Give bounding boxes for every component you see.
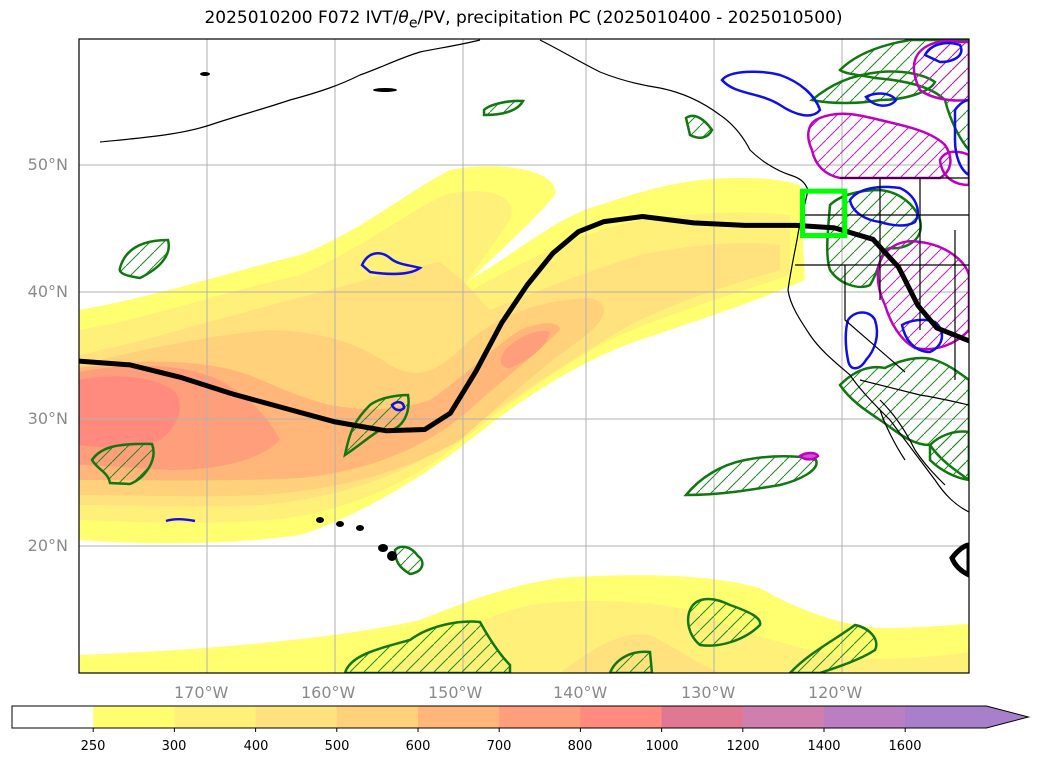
theta-e-contour bbox=[165, 517, 196, 523]
island bbox=[356, 525, 364, 531]
lon-tick-130w: 130°W bbox=[681, 683, 736, 702]
precip-contour bbox=[90, 442, 155, 486]
colorbar-segment bbox=[661, 706, 744, 728]
precip-contour bbox=[393, 545, 424, 576]
colorbar-segment bbox=[93, 706, 175, 728]
precip-contour bbox=[683, 455, 818, 497]
colorbar-outline bbox=[11, 705, 1031, 729]
colorbar-tick-500: 500 bbox=[324, 739, 350, 754]
north-america-west-coast bbox=[787, 189, 969, 513]
colorbar-under-segment bbox=[12, 706, 94, 728]
theta-e-contour bbox=[923, 41, 963, 64]
target-region-box bbox=[800, 188, 848, 239]
colorbar-tick-300: 300 bbox=[161, 739, 187, 754]
theta-e-contours bbox=[165, 41, 969, 523]
colorbar-segment bbox=[499, 706, 581, 728]
island bbox=[378, 544, 388, 552]
alaska-south-coast bbox=[539, 39, 809, 191]
state-border bbox=[844, 265, 906, 373]
theta-e-contour bbox=[844, 311, 879, 370]
colorbar-tick-700: 700 bbox=[486, 739, 512, 754]
colorbar-tick-800: 800 bbox=[567, 739, 593, 754]
theta-e-contour bbox=[360, 252, 423, 276]
colorbar-tick-400: 400 bbox=[243, 739, 269, 754]
island bbox=[200, 72, 210, 76]
lat-tick-20: 20°N bbox=[27, 536, 68, 555]
lat-tick-30: 30°N bbox=[27, 409, 68, 428]
theta-e-contour bbox=[390, 400, 406, 412]
lat-tick-40: 40°N bbox=[27, 282, 68, 301]
colorbar-tick-1200: 1200 bbox=[726, 739, 760, 754]
figure-title: 2025010200 F072 IVT/θe/PV, precipitation… bbox=[204, 8, 843, 32]
precip-contour bbox=[928, 430, 969, 482]
colorbar-segment bbox=[336, 706, 419, 728]
colorbar-tick-1600: 1600 bbox=[888, 739, 922, 754]
map-area bbox=[79, 39, 969, 673]
jet-axis-line bbox=[79, 214, 969, 434]
lon-tick-140w: 140°W bbox=[553, 683, 608, 702]
colorbar-tick-1000: 1000 bbox=[645, 739, 679, 754]
colorbar-segment bbox=[580, 706, 663, 728]
pv-contour bbox=[938, 150, 969, 187]
ivt-700-contour bbox=[500, 330, 550, 368]
island bbox=[373, 88, 397, 92]
island bbox=[387, 551, 397, 561]
lat-tick-50: 50°N bbox=[27, 155, 68, 174]
colorbar-tick-600: 600 bbox=[405, 739, 431, 754]
colorbar-tick-250: 250 bbox=[80, 739, 106, 754]
theta-e-contour bbox=[848, 185, 919, 227]
pv-contour bbox=[807, 112, 952, 180]
theta-e-contour bbox=[953, 98, 969, 177]
colorbar-extend-arrow bbox=[905, 706, 1029, 728]
theta-e-contour bbox=[720, 70, 822, 117]
colorbar-segment bbox=[742, 706, 825, 728]
precip-contour bbox=[686, 597, 762, 647]
gulf-of-california bbox=[879, 399, 946, 486]
precip-contour bbox=[788, 623, 878, 673]
lon-tick-170w: 170°W bbox=[174, 683, 229, 702]
lon-tick-120w: 120°W bbox=[808, 683, 863, 702]
lon-tick-150w: 150°W bbox=[428, 683, 483, 702]
colorbar-segment bbox=[418, 706, 500, 728]
precip-contour bbox=[343, 620, 512, 673]
alaska-peninsula-coast bbox=[99, 39, 481, 143]
islands bbox=[200, 72, 397, 561]
lon-tick-160w: 160°W bbox=[301, 683, 356, 702]
theta-e-contour bbox=[864, 92, 898, 107]
precip-contour bbox=[118, 238, 171, 280]
precip-contour bbox=[684, 114, 714, 139]
island bbox=[336, 521, 344, 527]
colorbar-segment bbox=[255, 706, 338, 728]
coastlines bbox=[99, 39, 969, 513]
colorbar-tick-1400: 1400 bbox=[807, 739, 841, 754]
colorbar-segment bbox=[174, 706, 257, 728]
map-frame bbox=[78, 38, 970, 674]
theta-e-contour bbox=[900, 318, 944, 354]
precip-contour bbox=[608, 650, 654, 673]
island bbox=[316, 517, 324, 523]
jet-axis-line-secondary bbox=[949, 542, 969, 578]
colorbar-segment bbox=[824, 706, 906, 728]
mexico-border bbox=[859, 379, 969, 406]
pv-contour bbox=[797, 451, 820, 461]
baja-coast bbox=[879, 409, 906, 461]
colorbar bbox=[11, 705, 1031, 732]
precip-contour bbox=[482, 99, 526, 117]
ivt-800-contour bbox=[79, 376, 180, 448]
precip-contour bbox=[343, 393, 410, 458]
